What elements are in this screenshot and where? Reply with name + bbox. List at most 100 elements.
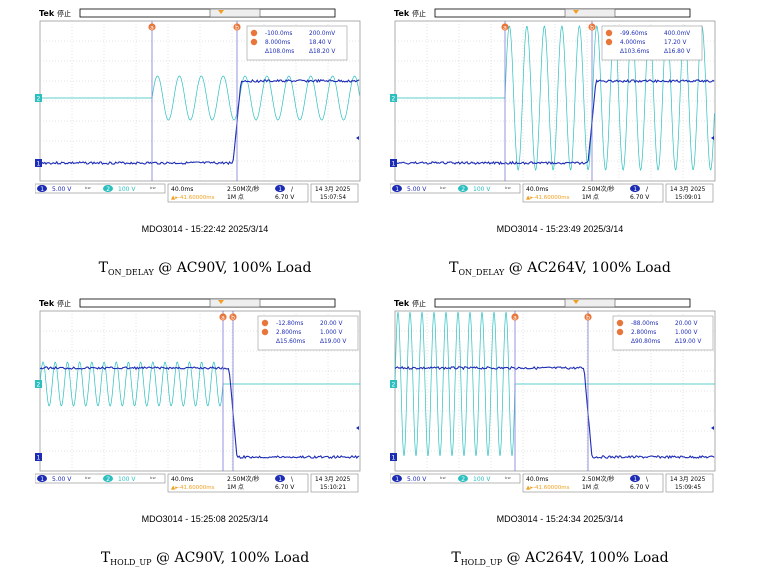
ch2-marker-label: 2	[392, 382, 396, 389]
ch2-marker-label: 2	[392, 96, 396, 103]
ch2-badge	[103, 474, 113, 483]
channel-scale-bar	[390, 183, 521, 194]
trigger-delay: ▲▸-41.60000ms	[526, 485, 570, 491]
scope-svg: Tek 停止 2 1 a b -99.60ms 400.0mV 4.000ms 17.20 V Δ1…	[390, 8, 716, 203]
sample-rate: 2.50M次/秒	[582, 475, 615, 483]
cursor-badge-label: b	[231, 314, 235, 321]
trigger-level: 6.70 V	[630, 194, 650, 201]
cursor-b-badge	[588, 23, 596, 31]
cursor-readout-box	[612, 315, 714, 351]
cursor-b-badge	[233, 23, 241, 31]
readout-a-badge	[250, 29, 258, 37]
ch2-ground-marker	[35, 380, 42, 388]
ch2-ground-marker	[35, 94, 42, 102]
run-status: 停止	[412, 9, 426, 18]
tek-logo: Tek	[39, 299, 55, 308]
trigger-slope: /	[646, 186, 649, 193]
trigger-source-badge	[275, 184, 285, 193]
ch1-badge	[37, 474, 47, 483]
scope-model: MDO3014	[141, 224, 183, 234]
cursor-b-time: 8.000ms	[265, 40, 290, 46]
ch1-dc-output-waveform	[394, 78, 715, 166]
cursor-b-value: 1.000 V	[320, 330, 342, 336]
sample-rate: 2.50M次/秒	[227, 475, 260, 483]
cursor-delta-time: Δ90.80ms	[631, 339, 660, 345]
run-status: 停止	[57, 299, 71, 308]
cursor-a-badge	[148, 23, 156, 31]
trigger-position-marker	[218, 300, 224, 304]
cursor-delta-time: Δ108.0ms	[265, 49, 294, 55]
caption-date: 2025/3/14	[228, 514, 269, 524]
ch2-bw-icon: ᵇʷ	[505, 186, 511, 193]
sample-rate: 2.50M次/秒	[227, 185, 260, 193]
cursor-a-time: -12.80ms	[276, 321, 303, 327]
ch2-bw-icon: ᵇʷ	[150, 476, 156, 483]
ch1-scale: 5.00 V	[407, 186, 427, 193]
datetime-box	[310, 473, 359, 493]
ch1-dc-output-waveform	[39, 366, 360, 459]
ch1-ground-marker	[390, 159, 397, 167]
cursor-a-value: 20.00 V	[675, 321, 697, 327]
ch1-badge-label: 1	[40, 186, 44, 193]
screen-date: 14 3月 2025	[670, 186, 706, 193]
ch2-marker-label: 2	[37, 382, 41, 389]
cursor-a-badge	[511, 313, 519, 321]
ch2-badge	[103, 184, 113, 193]
ch2-ground-marker	[390, 94, 397, 102]
record-window	[209, 298, 261, 308]
cursor-a-badge	[219, 313, 227, 321]
test-title: TON_DELAY @ AC90V, 100% Load	[35, 260, 375, 277]
ch2-scale: 100 V	[118, 186, 136, 193]
cursor-badge-label: b	[590, 24, 594, 31]
datetime-box	[665, 183, 714, 203]
test-title: THOLD_UP @ AC90V, 100% Load	[35, 550, 375, 567]
tek-logo: Tek	[39, 9, 55, 18]
ch2-badge	[458, 184, 468, 193]
trigger-level: 6.70 V	[275, 194, 295, 201]
record-window	[564, 298, 616, 308]
record-bar	[79, 298, 336, 308]
cursor-a-time: -100.0ms	[265, 31, 292, 37]
trigger-level-marker	[711, 426, 714, 430]
readout-b-badge	[261, 328, 269, 336]
scope-svg: Tek 停止 2 1 a b -12.80ms 20.00 V 2.800ms 1.000 V Δ1…	[35, 298, 361, 493]
cursor-b-time: 2.800ms	[631, 330, 656, 336]
caption-date: 2025/3/14	[228, 224, 269, 234]
ch2-ground-marker	[390, 380, 397, 388]
ch1-ground-marker	[35, 159, 42, 167]
screenshot-caption: MDO3014 - 15:24:34 2025/3/14	[496, 514, 624, 524]
scope-svg: Tek 停止 2 1 a b -100.0ms 200.0mV 8.000ms 18.40 V Δ1…	[35, 8, 361, 203]
cursor-readout-box	[601, 25, 703, 61]
ch1-ground-marker	[35, 453, 42, 461]
record-length: 1M 点	[227, 483, 244, 491]
trigger-source-label: 1	[633, 476, 637, 483]
trigger-level: 6.70 V	[630, 484, 650, 491]
timebase: 40.0ms	[171, 186, 193, 193]
ch2-bw-icon: ᵇʷ	[505, 476, 511, 483]
ch2-ac-waveform	[395, 24, 715, 172]
trigger-source-badge	[630, 474, 640, 483]
readout-b-badge	[616, 328, 624, 336]
tek-logo: Tek	[394, 9, 410, 18]
ch1-ground-marker	[390, 453, 397, 461]
screen-time: 15:09:01	[675, 195, 701, 201]
record-length: 1M 点	[582, 483, 599, 491]
cursor-readout-box	[246, 25, 348, 61]
readout-b-badge	[250, 38, 258, 46]
title-symbol: T	[98, 260, 108, 276]
title-condition: @ AC264V, 100% Load	[504, 260, 671, 276]
ch2-scale: 100 V	[473, 476, 491, 483]
ch1-marker-label: 1	[37, 161, 41, 168]
cursor-delta-value: Δ18.20 V	[309, 49, 335, 55]
cursor-delta-value: Δ16.80 V	[664, 49, 690, 55]
record-length: 1M 点	[582, 193, 599, 201]
oscilloscope-screen: Tek 停止 2 1 a b -12.80ms 20.00 V 2.800ms 1.000 V Δ1…	[35, 296, 375, 498]
cursor-delta-value: Δ19.00 V	[320, 339, 346, 345]
cursor-b-badge	[584, 313, 592, 321]
cursor-readout-box	[257, 315, 359, 351]
oscilloscope-screen: Tek 停止 2 1 a b -99.60ms 400.0mV 4.000ms 17.20 V Δ1…	[390, 6, 730, 208]
trigger-position-marker	[573, 10, 579, 14]
ch2-ac-waveform	[40, 75, 360, 121]
datetime-box	[310, 183, 359, 203]
ch1-scale: 5.00 V	[407, 476, 427, 483]
